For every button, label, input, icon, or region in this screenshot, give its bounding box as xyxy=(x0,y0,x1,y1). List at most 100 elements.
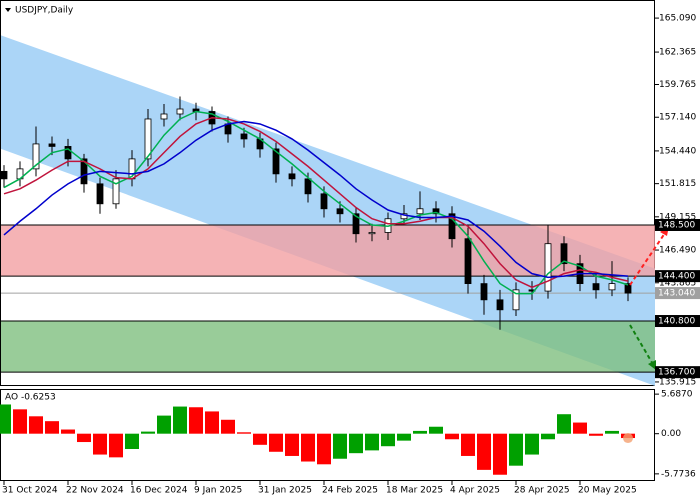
y-tick-label: 146.490 xyxy=(659,246,696,256)
y-tick-label: 135.915 xyxy=(659,377,696,387)
osc-bar xyxy=(509,433,523,466)
osc-bar xyxy=(493,433,507,475)
y-tick-label: 154.440 xyxy=(659,146,696,156)
candle-body xyxy=(48,143,56,147)
osc-bar xyxy=(477,433,491,470)
y-tick-label: 143.865 xyxy=(659,278,696,288)
candle-body xyxy=(96,183,104,205)
osc-bar xyxy=(93,433,107,455)
osc-bar xyxy=(333,433,347,459)
osc-bar xyxy=(525,433,539,455)
x-tick-label: 16 Dec 2024 xyxy=(130,486,188,496)
osc-bar xyxy=(573,422,587,434)
price-tag xyxy=(655,287,700,300)
price-tag xyxy=(655,366,700,379)
candle-body xyxy=(400,213,408,220)
price-tag-label: 140.800 xyxy=(658,317,695,327)
osc-bar xyxy=(253,433,267,445)
osc-bar xyxy=(13,409,27,434)
osc-current-marker xyxy=(623,433,633,444)
price-tag-label: 136.700 xyxy=(658,368,695,378)
osc-tick-label: 0.00 xyxy=(661,429,681,439)
zone xyxy=(1,224,655,277)
candle-body xyxy=(288,173,296,180)
price-tag-label: 144.400 xyxy=(658,272,695,282)
osc-bar xyxy=(29,416,43,434)
osc-bar xyxy=(365,433,379,451)
oscillator-panel-border xyxy=(0,389,655,481)
candle-body xyxy=(112,178,120,205)
osc-bar xyxy=(61,429,75,434)
forecast-down-arrowhead xyxy=(648,360,656,370)
candle-body xyxy=(496,299,504,311)
x-tick-label: 18 Mar 2025 xyxy=(386,486,443,496)
menu-arrow[interactable] xyxy=(5,8,11,12)
osc-bar xyxy=(557,414,571,434)
x-tick-label: 4 Apr 2025 xyxy=(450,486,500,496)
candle-body xyxy=(0,170,8,180)
candle-body xyxy=(144,118,152,160)
price-tag xyxy=(655,270,700,283)
osc-bar xyxy=(317,433,331,465)
y-tick-label: 165.090 xyxy=(659,14,696,24)
osc-bar xyxy=(301,433,315,462)
x-tick-label: 22 Nov 2024 xyxy=(66,486,124,496)
moving-average xyxy=(3,120,629,279)
candle-body xyxy=(560,243,568,265)
osc-bar xyxy=(413,430,427,434)
osc-bar xyxy=(45,421,59,434)
osc-bar xyxy=(173,406,187,434)
candle-body xyxy=(320,193,328,210)
x-tick-label: 24 Feb 2025 xyxy=(322,486,378,496)
oscillator-title: AO -0.6253 xyxy=(5,393,56,403)
moving-average xyxy=(3,110,629,295)
candle-body xyxy=(544,243,552,292)
y-tick-label: 151.815 xyxy=(659,179,696,189)
chart-title: USDJPY,Daily xyxy=(15,6,74,16)
candle-body xyxy=(368,232,376,235)
y-tick-label: 162.365 xyxy=(659,48,696,58)
osc-bar xyxy=(541,433,555,440)
candle-body xyxy=(176,108,184,115)
candle-body xyxy=(32,143,40,170)
plot-area xyxy=(0,35,655,386)
x-tick-label: 9 Jan 2025 xyxy=(194,486,242,496)
price-tag xyxy=(655,315,700,328)
candle-body xyxy=(272,148,280,175)
price-tag-label: 143.040 xyxy=(658,289,695,299)
osc-bar xyxy=(141,431,155,434)
osc-tick-label: -5.7736 xyxy=(661,469,696,479)
y-tick-label: 157.140 xyxy=(659,113,696,123)
candle-body xyxy=(416,208,424,215)
osc-bar xyxy=(109,433,123,458)
y-tick-label: 149.155 xyxy=(659,212,696,222)
candle-body xyxy=(352,213,360,235)
osc-bar xyxy=(397,433,411,441)
osc-bar xyxy=(0,404,11,434)
osc-bar xyxy=(157,415,171,434)
osc-bar xyxy=(445,433,459,440)
x-tick-label: 20 May 2025 xyxy=(578,486,637,496)
candle-body xyxy=(304,178,312,195)
osc-bar xyxy=(381,433,395,447)
candle-body xyxy=(448,213,456,240)
osc-bar xyxy=(125,433,139,449)
osc-bar xyxy=(605,430,619,434)
osc-bar xyxy=(237,432,251,434)
osc-bar xyxy=(285,433,299,456)
osc-tick-label: 5.6870 xyxy=(661,390,693,400)
candle-body xyxy=(512,289,520,311)
moving-average xyxy=(3,116,629,289)
price-tag xyxy=(655,218,700,231)
y-tick-label: 159.765 xyxy=(659,80,696,90)
osc-bar xyxy=(429,426,443,434)
candle-body xyxy=(336,208,344,215)
candle-body xyxy=(624,283,632,294)
osc-bar xyxy=(189,407,203,434)
candle-body xyxy=(432,208,440,215)
candle-body xyxy=(592,283,600,291)
candle-body xyxy=(80,158,88,185)
osc-bar xyxy=(349,433,363,454)
forecast-down-arrow xyxy=(629,324,655,367)
